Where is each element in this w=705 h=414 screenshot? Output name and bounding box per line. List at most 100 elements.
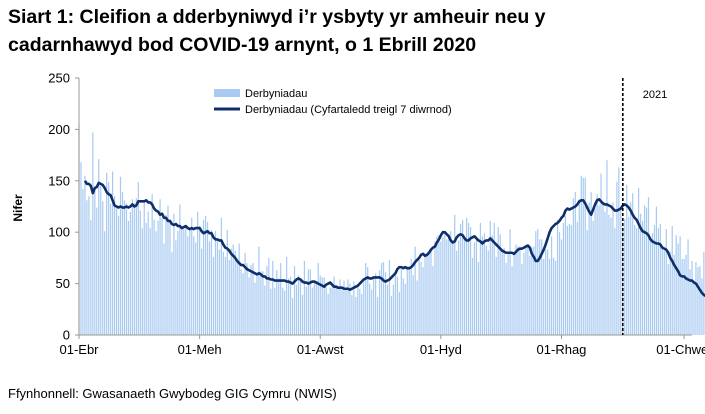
bar	[335, 284, 337, 335]
bar	[133, 203, 135, 335]
bar	[325, 286, 327, 335]
bar	[622, 228, 624, 335]
bar	[293, 266, 296, 335]
bar	[214, 231, 217, 335]
bar	[167, 205, 169, 335]
bar	[197, 211, 199, 335]
bar	[647, 197, 650, 335]
bar	[596, 194, 598, 335]
bar	[117, 215, 120, 335]
bar	[143, 201, 145, 335]
bar	[588, 202, 590, 335]
bar	[624, 218, 626, 335]
bar	[86, 200, 88, 335]
bar	[145, 222, 147, 335]
bar	[171, 251, 173, 335]
bar	[309, 269, 311, 335]
bar	[489, 220, 491, 335]
bar	[238, 243, 240, 335]
bar	[456, 250, 458, 335]
bar	[673, 254, 675, 335]
bar	[276, 270, 278, 335]
bar	[297, 275, 300, 335]
bar	[179, 204, 181, 335]
bar	[183, 229, 185, 335]
bar	[323, 277, 325, 335]
bar	[252, 263, 254, 335]
bar	[626, 184, 628, 335]
y-tick-label: 200	[48, 122, 70, 137]
bar	[493, 222, 495, 335]
bar	[665, 229, 667, 335]
bar	[98, 159, 100, 335]
bar	[299, 278, 302, 335]
bar	[248, 277, 250, 335]
bar	[446, 239, 448, 335]
bar	[535, 231, 537, 335]
bar	[574, 192, 576, 335]
bar	[266, 266, 268, 335]
bar	[691, 260, 693, 335]
bar	[347, 279, 349, 335]
bar	[378, 270, 381, 335]
bar	[386, 284, 389, 335]
bar	[262, 271, 264, 335]
source-note: Ffynhonnell: Gwasanaeth Gwybodeg GIG Cym…	[8, 386, 337, 401]
bar	[396, 276, 398, 335]
bar	[206, 221, 209, 335]
bar	[222, 251, 224, 335]
bar	[549, 258, 551, 335]
bar	[155, 231, 157, 335]
bar	[438, 235, 440, 335]
bar	[258, 246, 260, 335]
bar	[554, 260, 557, 335]
bar	[274, 287, 276, 335]
bar	[127, 220, 130, 335]
bar	[481, 236, 484, 335]
bar	[463, 238, 466, 335]
bar	[606, 160, 608, 335]
bar	[256, 275, 258, 335]
bar	[578, 199, 580, 335]
bar	[212, 256, 215, 335]
bar	[499, 234, 501, 335]
bar	[432, 266, 434, 335]
bar	[572, 198, 574, 335]
bar	[485, 245, 487, 335]
bar	[598, 205, 600, 335]
bar	[505, 263, 507, 335]
bar	[641, 220, 644, 335]
bar	[541, 239, 543, 335]
bar	[450, 231, 452, 335]
bar	[436, 236, 438, 335]
bar	[367, 267, 369, 335]
bar	[614, 228, 616, 335]
bar	[529, 255, 531, 335]
bar	[444, 232, 446, 335]
x-tick-label: 01-Hyd	[420, 342, 462, 357]
bar	[590, 192, 592, 335]
bar	[418, 259, 420, 335]
legend: Derbyniadau Derbyniadau (Cyfartaledd tre…	[214, 88, 452, 116]
bar	[661, 248, 663, 335]
bar	[659, 223, 661, 335]
bar	[250, 265, 252, 335]
bar	[594, 208, 596, 335]
bar	[373, 276, 375, 335]
bar	[220, 217, 222, 335]
bar	[515, 244, 517, 335]
bar	[82, 189, 84, 335]
bar	[135, 198, 137, 335]
bar	[357, 284, 359, 335]
y-tick-label: 250	[48, 71, 70, 86]
chart-title-line-1: Siart 1: Cleifion a dderbyniwyd i’r ysby…	[8, 6, 546, 28]
bar	[458, 240, 460, 335]
bar	[189, 228, 191, 335]
bar	[125, 203, 128, 335]
bar	[327, 293, 329, 335]
bar	[576, 221, 578, 335]
bar	[533, 246, 535, 335]
bar	[669, 251, 671, 335]
bar	[462, 219, 464, 335]
bar	[550, 236, 553, 335]
